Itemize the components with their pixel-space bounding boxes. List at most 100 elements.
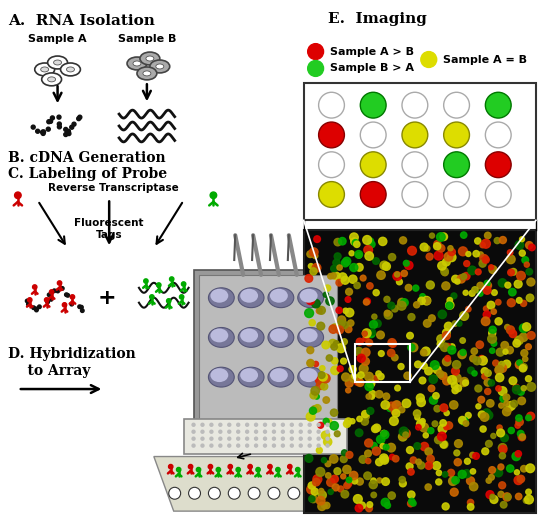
Circle shape — [368, 238, 374, 244]
Circle shape — [399, 434, 405, 440]
Circle shape — [468, 266, 476, 275]
Circle shape — [437, 233, 445, 241]
Circle shape — [448, 248, 455, 256]
Circle shape — [167, 299, 171, 303]
Circle shape — [488, 335, 496, 343]
Circle shape — [367, 502, 373, 507]
Circle shape — [518, 433, 526, 441]
Circle shape — [369, 390, 376, 397]
Circle shape — [420, 423, 429, 432]
Circle shape — [196, 467, 201, 472]
Circle shape — [328, 274, 333, 279]
Circle shape — [310, 407, 317, 414]
Circle shape — [454, 459, 461, 466]
Circle shape — [390, 340, 397, 348]
Circle shape — [383, 393, 390, 400]
Circle shape — [459, 417, 466, 424]
Circle shape — [515, 241, 524, 250]
Circle shape — [349, 275, 357, 283]
Circle shape — [380, 261, 389, 270]
Circle shape — [360, 152, 386, 177]
Circle shape — [333, 272, 340, 280]
Circle shape — [228, 465, 232, 469]
Circle shape — [352, 240, 359, 246]
Circle shape — [523, 357, 528, 362]
Circle shape — [526, 376, 532, 382]
Circle shape — [444, 410, 449, 416]
Circle shape — [482, 374, 487, 379]
Circle shape — [314, 405, 321, 412]
Circle shape — [281, 437, 284, 440]
Circle shape — [492, 290, 497, 295]
Circle shape — [444, 343, 451, 350]
Circle shape — [219, 423, 222, 426]
Circle shape — [356, 253, 362, 258]
Circle shape — [326, 423, 329, 426]
Circle shape — [449, 477, 457, 485]
Circle shape — [454, 450, 460, 456]
Circle shape — [237, 423, 239, 426]
Circle shape — [228, 430, 231, 433]
Circle shape — [395, 385, 401, 391]
Circle shape — [520, 324, 528, 333]
Circle shape — [367, 408, 374, 414]
Circle shape — [237, 437, 239, 440]
Text: +: + — [98, 288, 117, 308]
Circle shape — [486, 122, 511, 148]
Ellipse shape — [270, 368, 288, 382]
Circle shape — [321, 374, 330, 383]
Circle shape — [357, 416, 362, 422]
Circle shape — [349, 251, 354, 256]
Circle shape — [210, 192, 216, 198]
Circle shape — [489, 467, 495, 473]
Ellipse shape — [156, 64, 164, 69]
Circle shape — [318, 422, 324, 428]
Circle shape — [375, 458, 383, 466]
Circle shape — [430, 361, 439, 370]
Circle shape — [440, 420, 447, 426]
Circle shape — [326, 297, 334, 305]
Circle shape — [362, 348, 370, 357]
Circle shape — [208, 488, 220, 499]
Circle shape — [484, 370, 491, 376]
Circle shape — [504, 401, 509, 406]
Circle shape — [325, 461, 331, 467]
Circle shape — [499, 364, 506, 372]
Circle shape — [367, 379, 375, 387]
Ellipse shape — [35, 63, 55, 76]
Circle shape — [38, 305, 41, 309]
Circle shape — [517, 475, 524, 483]
Circle shape — [448, 376, 456, 384]
Circle shape — [372, 447, 380, 455]
Circle shape — [442, 269, 448, 276]
Circle shape — [424, 319, 431, 327]
Circle shape — [420, 419, 425, 424]
Circle shape — [323, 502, 330, 508]
Circle shape — [219, 430, 222, 433]
Circle shape — [521, 386, 527, 391]
Ellipse shape — [208, 288, 234, 307]
Circle shape — [321, 383, 328, 390]
Text: A.  RNA Isolation: A. RNA Isolation — [8, 14, 155, 28]
Circle shape — [60, 287, 64, 290]
Circle shape — [500, 395, 507, 402]
Circle shape — [216, 467, 220, 472]
Circle shape — [305, 275, 313, 282]
Circle shape — [495, 300, 501, 305]
Circle shape — [328, 489, 333, 494]
Circle shape — [47, 127, 50, 131]
Circle shape — [497, 425, 503, 430]
Circle shape — [25, 299, 29, 303]
Circle shape — [404, 261, 413, 269]
Circle shape — [192, 444, 195, 447]
Circle shape — [483, 311, 490, 318]
Circle shape — [308, 482, 316, 489]
Circle shape — [336, 307, 342, 313]
Circle shape — [500, 502, 507, 508]
Circle shape — [47, 293, 51, 296]
Circle shape — [449, 401, 458, 409]
Circle shape — [355, 504, 363, 512]
Circle shape — [447, 298, 453, 303]
Circle shape — [388, 492, 395, 499]
Circle shape — [515, 470, 520, 475]
